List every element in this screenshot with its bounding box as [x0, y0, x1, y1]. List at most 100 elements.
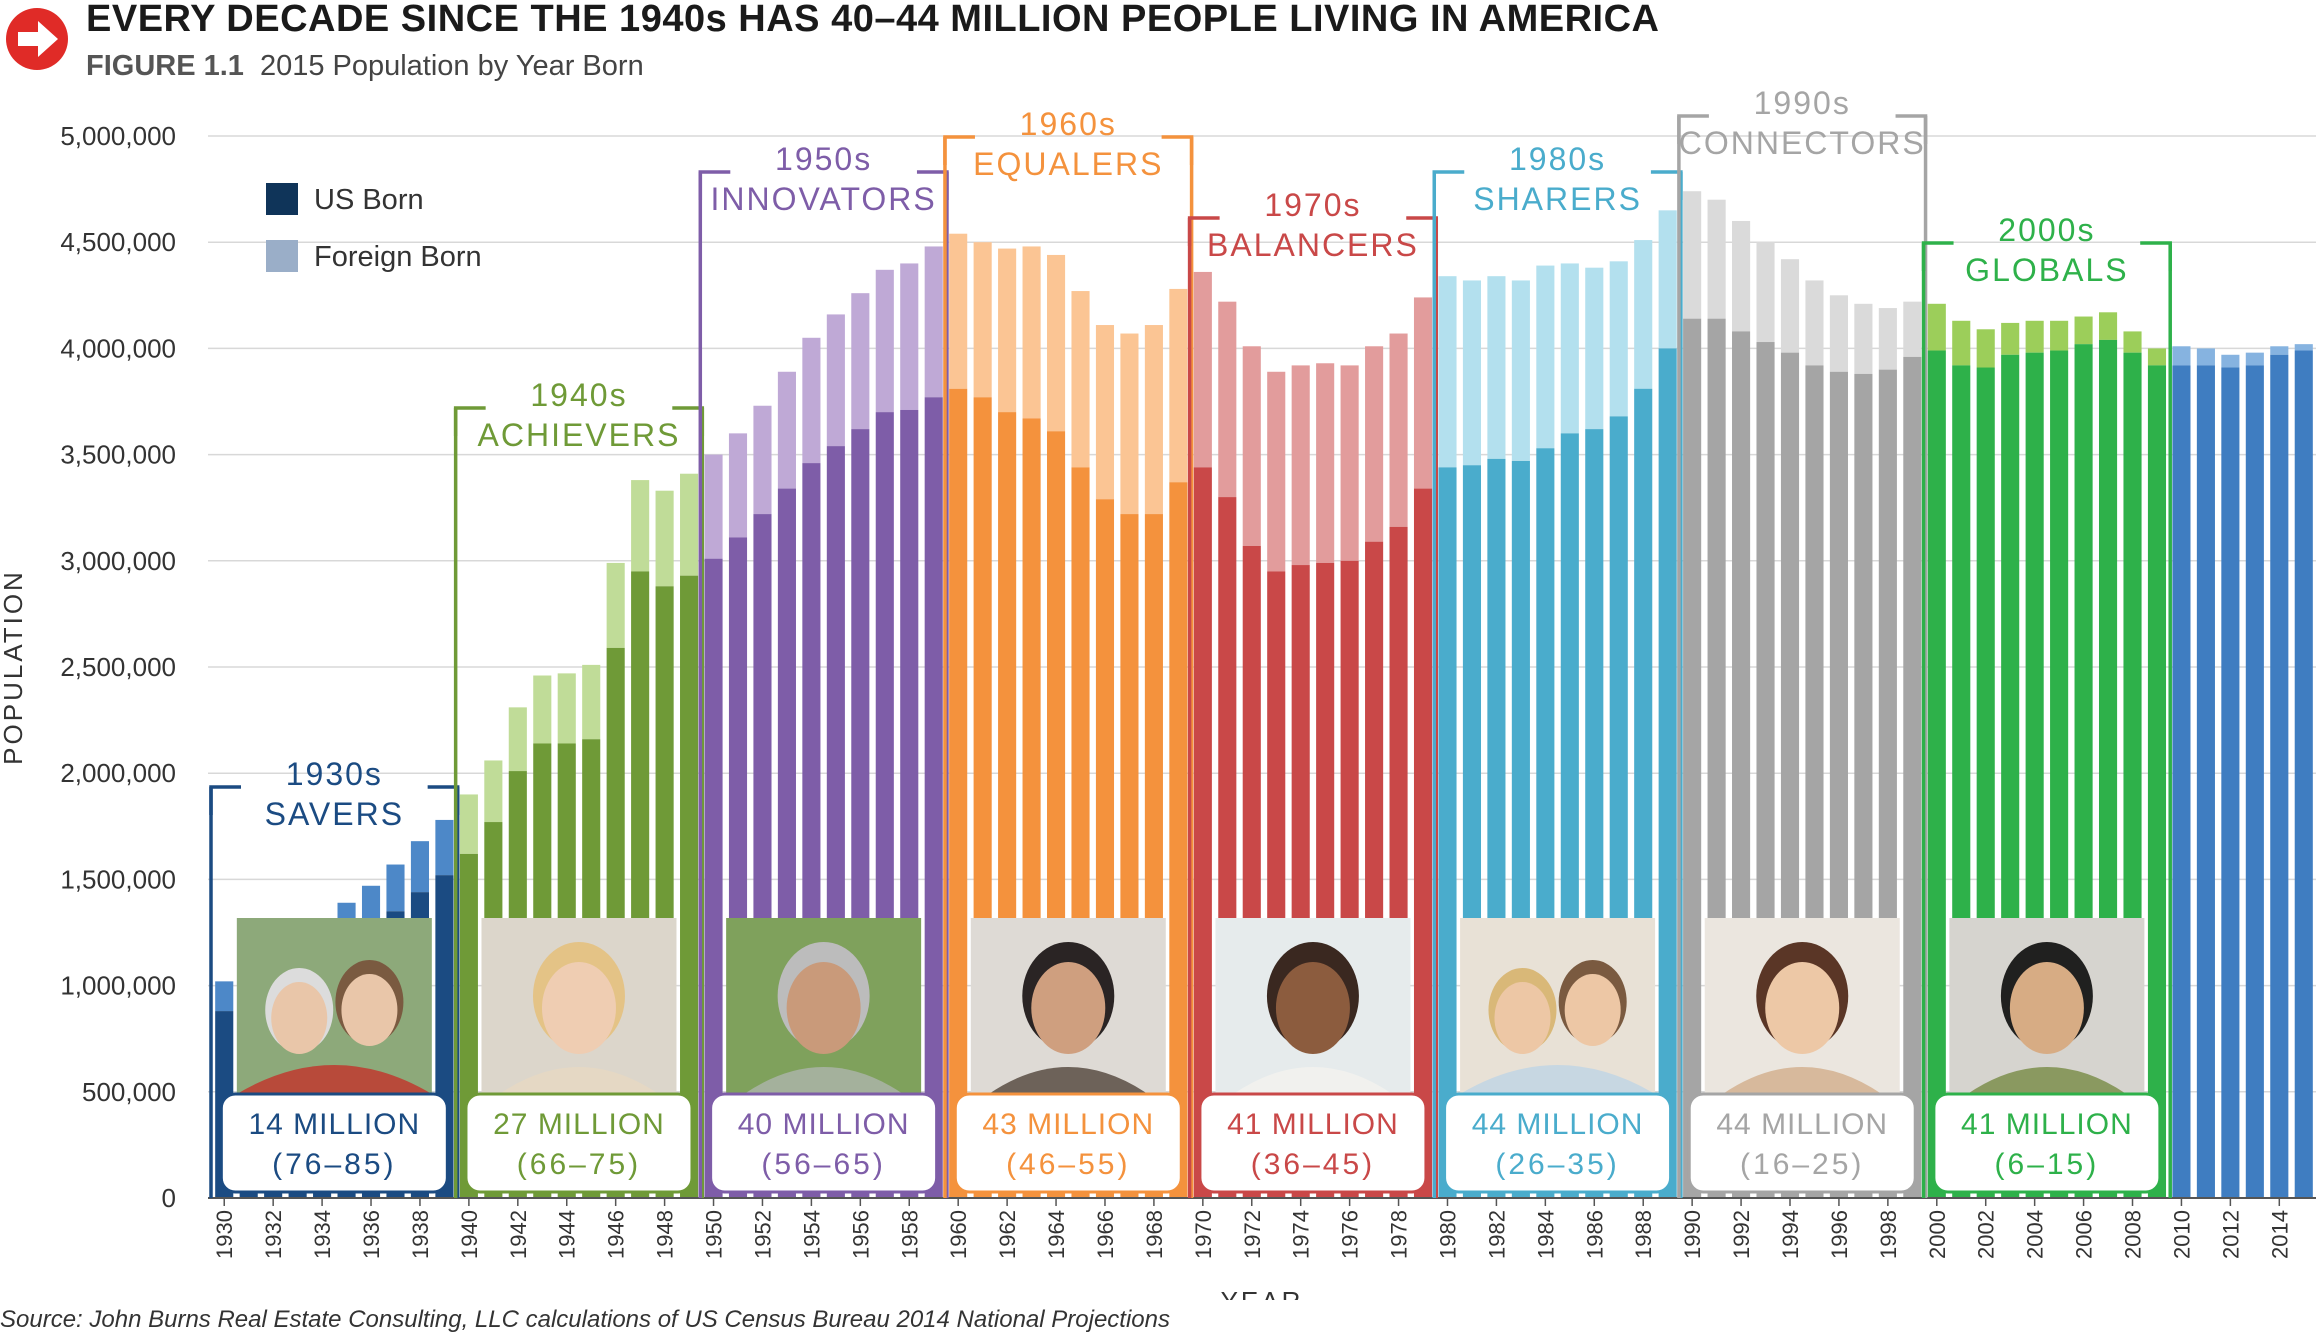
bar-foreign-born-1982 — [1487, 276, 1506, 459]
bar-foreign-born-1956 — [851, 293, 870, 430]
bar-foreign-born-2001 — [1952, 320, 1971, 366]
bar-foreign-born-1989 — [1658, 210, 1677, 349]
bracket-right-globals — [2140, 241, 2172, 271]
generation-name-innovators: INNOVATORS — [711, 181, 937, 217]
bar-foreign-born-1999 — [1903, 301, 1922, 357]
generation-name-achievers: ACHIEVERS — [478, 417, 681, 453]
x-tick-label: 1938 — [408, 1210, 433, 1259]
bar-foreign-born-1940 — [459, 794, 478, 854]
x-tick-label: 1990 — [1680, 1210, 1705, 1259]
x-tick-label: 2008 — [2121, 1210, 2146, 1259]
bracket-right-sharers — [1650, 170, 1683, 200]
bracket-left-globals — [1921, 241, 1954, 271]
x-tick-label: 1952 — [750, 1210, 775, 1259]
bar-us-born-1969 — [1169, 482, 1188, 1198]
figure-subtitle: FIGURE 1.1 2015 Population by Year Born — [86, 50, 644, 83]
bracket-left-equalers — [943, 135, 975, 165]
generation-total-savers: 14 MILLION — [248, 1108, 420, 1141]
bar-us-born-1990 — [1683, 318, 1702, 1198]
bar-us-born-1989 — [1658, 348, 1677, 1198]
bar-foreign-born-2014 — [2270, 346, 2289, 355]
x-tick-label: 1988 — [1631, 1210, 1656, 1259]
x-tick-label: 1978 — [1387, 1210, 1412, 1259]
bar-foreign-born-1983 — [1511, 280, 1530, 461]
generation-decade-equalers: 1960s — [1020, 106, 1117, 142]
bar-foreign-born-2005 — [2050, 320, 2069, 351]
person-shirt — [236, 1065, 432, 1094]
bar-foreign-born-1984 — [1536, 265, 1555, 449]
generation-decade-savers: 1930s — [286, 756, 383, 792]
bar-foreign-born-1958 — [900, 263, 919, 410]
bar-foreign-born-2007 — [2098, 312, 2118, 340]
generation-name-sharers: SHARERS — [1473, 181, 1642, 217]
x-tick-label: 1934 — [310, 1210, 335, 1259]
bar-foreign-born-1949 — [680, 473, 699, 576]
y-tick-label: 3,500,000 — [60, 440, 176, 470]
generation-total-innovators: 40 MILLION — [738, 1108, 910, 1141]
bar-foreign-born-1980 — [1438, 276, 1457, 468]
bracket-right-savers — [427, 785, 460, 815]
x-tick-label: 1964 — [1044, 1210, 1069, 1259]
generation-decade-connectors: 1990s — [1754, 85, 1851, 121]
bar-us-born-1979 — [1413, 488, 1433, 1199]
bar-foreign-born-2006 — [2074, 316, 2093, 345]
bar-foreign-born-1986 — [1585, 267, 1604, 430]
person-shirt — [744, 1067, 904, 1094]
generation-photo-savers — [236, 918, 432, 1094]
bar-us-born-1980 — [1438, 467, 1457, 1198]
bar-foreign-born-1973 — [1267, 371, 1286, 572]
bar-foreign-born-1937 — [386, 864, 405, 912]
generation-ages-globals: (6–15) — [1995, 1148, 2100, 1181]
x-tick-label: 1930 — [212, 1210, 237, 1259]
bar-foreign-born-2004 — [2025, 320, 2044, 353]
bar-foreign-born-1946 — [606, 562, 625, 648]
bar-us-born-1950 — [704, 558, 723, 1198]
population-chart: 0 500,000 1,000,000 1,500,000 2,000,000 2,500… — [0, 85, 2316, 1300]
x-tick-label: 1966 — [1093, 1210, 1118, 1259]
x-tick-label: 2002 — [1974, 1210, 1999, 1259]
bar-us-born-2012 — [2221, 367, 2240, 1198]
header: EVERY DECADE SINCE THE 1940s HAS 40–44 M… — [0, 0, 2324, 100]
source-note: Source: John Burns Real Estate Consultin… — [0, 1306, 1170, 1333]
generation-ages-sharers: (26–35) — [1495, 1148, 1619, 1181]
bar-foreign-born-1976 — [1340, 365, 1359, 561]
x-tick-label: 2004 — [2023, 1210, 2048, 1259]
bar-foreign-born-1960 — [949, 233, 968, 389]
generation-name-balancers: BALANCERS — [1207, 227, 1419, 263]
person-shirt — [1233, 1067, 1393, 1094]
x-tick-label: 1994 — [1778, 1210, 1803, 1259]
person-face — [1564, 974, 1621, 1046]
bar-foreign-born-1998 — [1878, 308, 1897, 370]
generation-decade-balancers: 1970s — [1264, 187, 1361, 223]
generation-name-connectors: CONNECTORS — [1679, 125, 1926, 161]
generation-decade-innovators: 1950s — [775, 141, 872, 177]
x-tick-label: 2006 — [2072, 1210, 2097, 1259]
bar-foreign-born-1957 — [875, 269, 894, 413]
bar-us-born-1960 — [949, 388, 968, 1199]
person-shirt — [1460, 1065, 1656, 1094]
y-tick-label: 0 — [162, 1183, 176, 1213]
bar-foreign-born-1945 — [582, 664, 601, 740]
bar-foreign-born-1944 — [557, 673, 576, 744]
bar-foreign-born-1938 — [410, 841, 430, 893]
y-tick-label: 1,000,000 — [60, 971, 176, 1001]
bar-us-born-2009 — [2147, 365, 2167, 1199]
y-tick-label: 500,000 — [82, 1077, 176, 1107]
generation-ages-equalers: (46–55) — [1006, 1148, 1130, 1181]
bar-foreign-born-2009 — [2147, 348, 2167, 366]
figure-label: FIGURE 1.1 — [86, 50, 244, 82]
generation-total-box-balancers — [1198, 1092, 1428, 1194]
subtitle-text: 2015 Population by Year Born — [259, 50, 644, 82]
bar-foreign-born-1959 — [924, 246, 943, 398]
legend-swatch-foreign-born — [266, 240, 298, 272]
generation-ages-connectors: (16–25) — [1740, 1148, 1864, 1181]
bar-foreign-born-1964 — [1046, 254, 1066, 432]
x-tick-label: 2010 — [2169, 1210, 2194, 1259]
generation-decade-sharers: 1980s — [1509, 141, 1606, 177]
generation-photo-innovators — [726, 918, 922, 1094]
x-tick-label: 1942 — [506, 1210, 531, 1259]
bar-foreign-born-2013 — [2245, 352, 2264, 366]
bar-foreign-born-2011 — [2196, 348, 2215, 366]
generation-total-balancers: 41 MILLION — [1227, 1108, 1399, 1141]
bar-foreign-born-1975 — [1316, 363, 1335, 563]
